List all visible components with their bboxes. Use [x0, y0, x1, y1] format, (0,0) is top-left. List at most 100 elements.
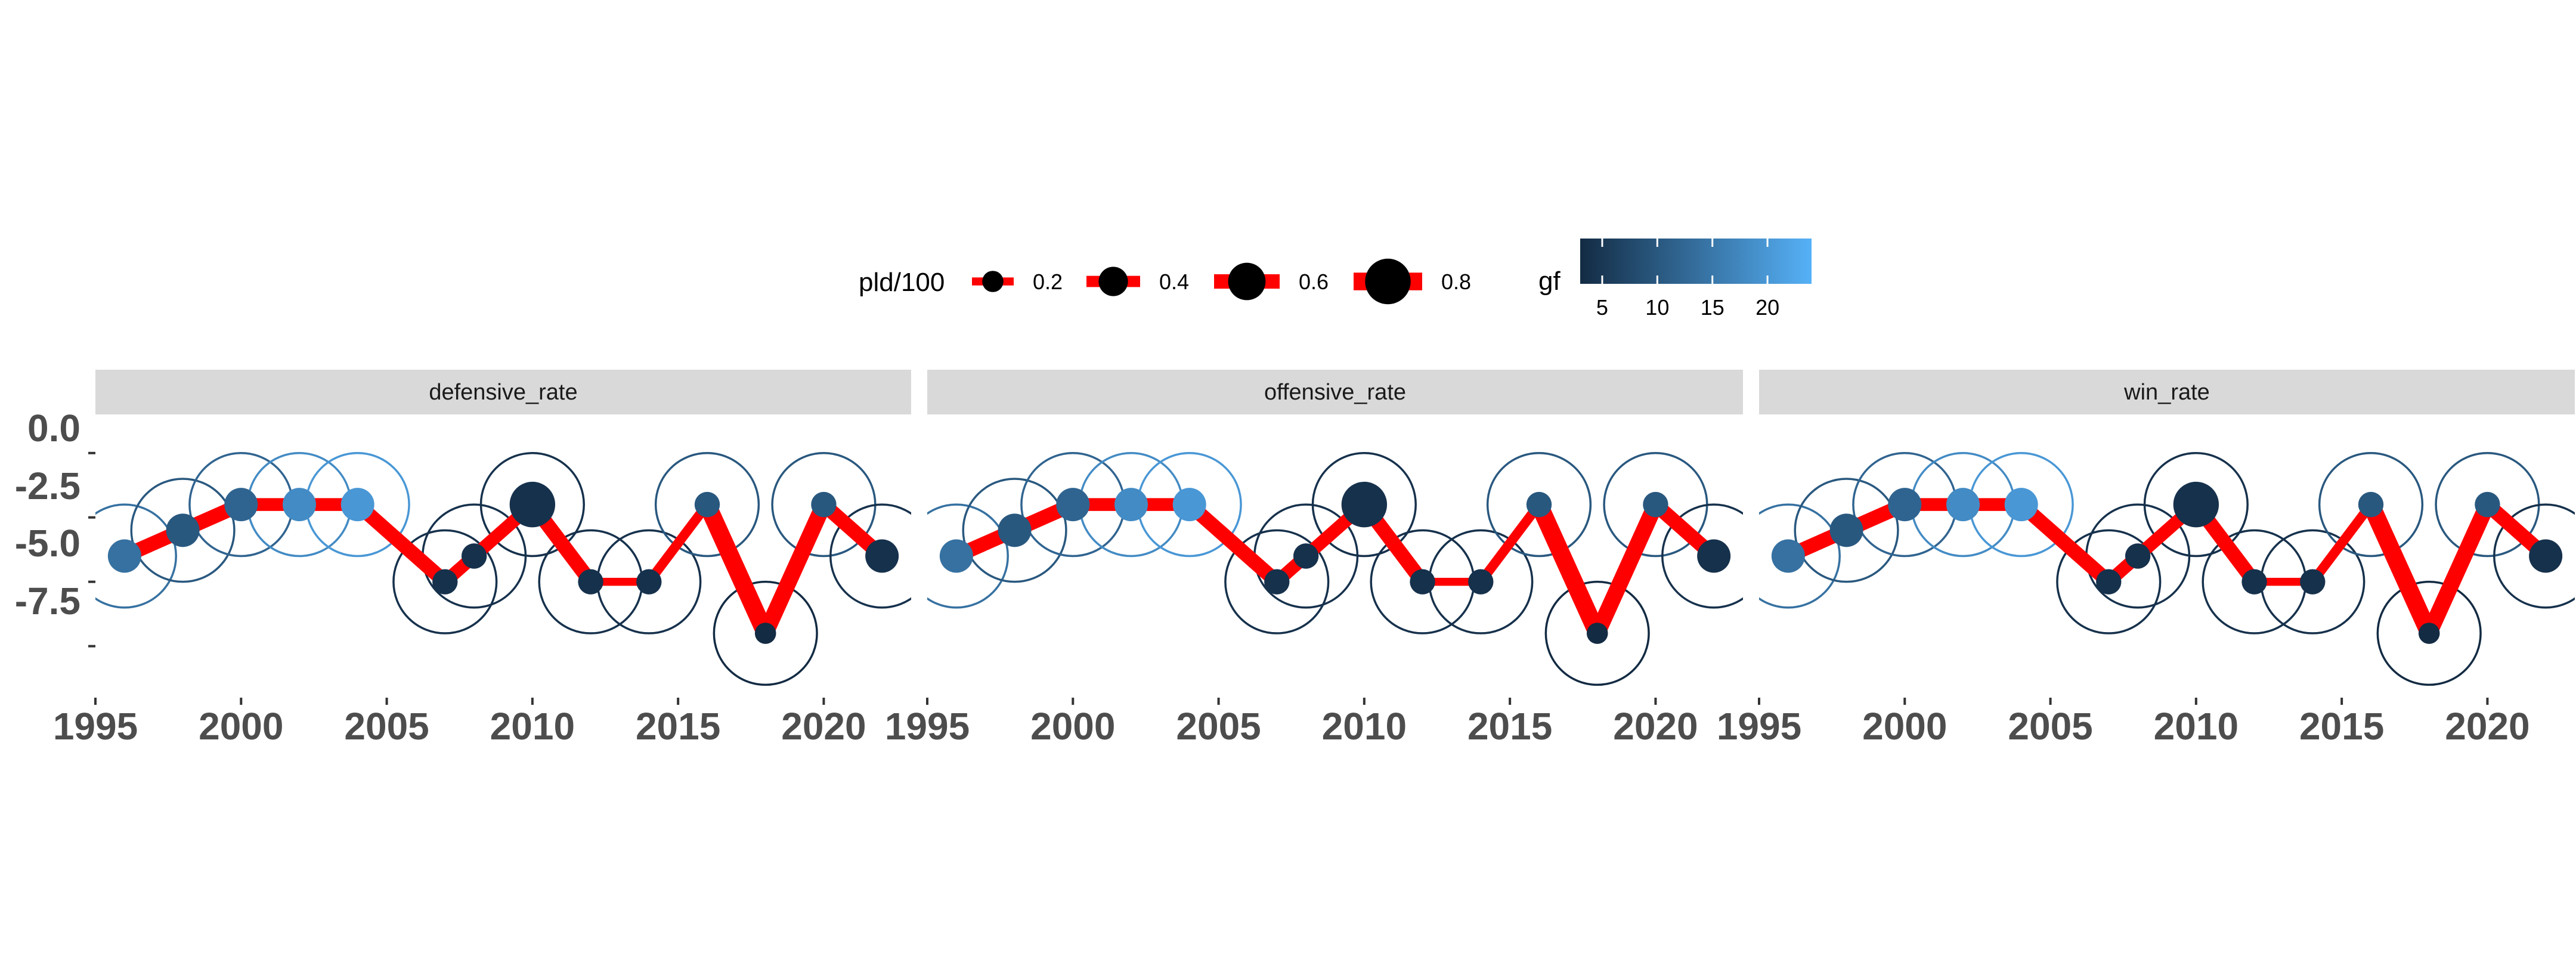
- facet-label-offensive-rate: offensive_rate: [1264, 380, 1406, 405]
- size-legend: pld/100 0.2 0.4 0.6 0.8: [859, 258, 1471, 305]
- ring-win-rate-11: [2376, 580, 2482, 686]
- data-point-win-rate-10: [2358, 491, 2384, 518]
- line-segment-defensive-rate-10: [699, 501, 774, 637]
- x-tick-label-defensive-rate-0: 1995: [53, 705, 138, 748]
- x-axis-offensive-rate: 1995 2000 2005 2010 2015 2020: [885, 698, 1698, 748]
- ring-defensive-rate-5: [392, 529, 498, 634]
- y-tick-label-3: -7.5: [15, 580, 80, 623]
- data-point-win-rate-0: [1771, 539, 1805, 573]
- data-point-win-rate-12: [2475, 491, 2500, 518]
- size-legend-label-0: 0.2: [1033, 270, 1063, 294]
- data-point-offensive-rate-1: [998, 513, 1032, 547]
- color-legend-ticks: 5 10 15 20: [1596, 239, 1779, 320]
- data-point-offensive-rate-6: [1293, 543, 1319, 569]
- x-tick-label-offensive-rate-3: 2010: [1322, 705, 1407, 748]
- y-axis: 0.0 -2.5 -5.0 -7.5: [15, 407, 95, 648]
- ring-offensive-rate-7: [1311, 452, 1417, 558]
- data-point-win-rate-3: [1946, 488, 1980, 522]
- size-legend-point-key-0: [982, 271, 1004, 292]
- line-segment-win-rate-10: [2363, 501, 2438, 637]
- data-point-defensive-rate-11: [754, 623, 776, 644]
- panel-defensive-rate: 1995 2000 2005 2010 2015 2020: [53, 452, 911, 748]
- size-legend-label-1: 0.4: [1159, 270, 1189, 294]
- ring-win-rate-0: [1759, 503, 1841, 609]
- data-point-offensive-rate-9: [1468, 569, 1494, 595]
- color-legend-title: gf: [1538, 267, 1561, 296]
- colorbar-tick-label-1: 10: [1645, 295, 1669, 320]
- y-tick-label-0: 0.0: [27, 407, 80, 450]
- line-segment-defensive-rate-4: [352, 499, 450, 587]
- line-segment-offensive-rate-11: [1590, 501, 1663, 637]
- x-tick-label-offensive-rate-1: 2000: [1030, 705, 1115, 748]
- facet-strip-offensive-rate: [927, 370, 1743, 414]
- color-legend: gf 5 10 15 20: [1538, 239, 1812, 320]
- x-tick-label-offensive-rate-4: 2015: [1467, 705, 1552, 748]
- colorbar-tick-label-2: 15: [1701, 295, 1724, 320]
- data-point-defensive-rate-10: [694, 491, 720, 518]
- data-point-win-rate-1: [1829, 513, 1863, 547]
- panel-offensive-rate: 1995 2000 2005 2010 2015 2020: [885, 452, 1743, 748]
- data-point-offensive-rate-7: [1341, 481, 1388, 528]
- data-point-win-rate-13: [2529, 539, 2563, 573]
- ring-defensive-rate-1: [130, 478, 236, 583]
- data-point-defensive-rate-5: [432, 569, 458, 595]
- ring-offensive-rate-11: [1544, 580, 1650, 686]
- x-axis-win-rate: 1995 2000 2005 2010 2015 2020: [1717, 698, 2530, 748]
- ring-defensive-rate-13: [829, 503, 911, 609]
- data-point-win-rate-2: [1888, 488, 1922, 522]
- size-legend-label-3: 0.8: [1441, 270, 1471, 294]
- line-segment-offensive-rate-4: [1184, 499, 1282, 587]
- x-tick-label-win-rate-5: 2020: [2445, 705, 2529, 748]
- panel-win-rate-plot-area: [1759, 452, 2575, 686]
- ring-defensive-rate-0: [95, 503, 177, 609]
- data-point-offensive-rate-0: [939, 539, 973, 573]
- x-tick-label-win-rate-0: 1995: [1717, 705, 1801, 748]
- size-legend-point-key-1: [1098, 267, 1128, 296]
- x-tick-label-win-rate-1: 2000: [1862, 705, 1947, 748]
- legend: pld/100 0.2 0.4 0.6 0.8 gf 5 10 15 20: [859, 239, 1812, 320]
- size-legend-keys: 0.2 0.4 0.6 0.8: [972, 258, 1471, 305]
- line-segment-win-rate-4: [2016, 499, 2114, 587]
- facet-strips: defensive_rate offensive_rate win_rate: [95, 370, 2575, 414]
- x-tick-label-win-rate-2: 2005: [2008, 705, 2092, 748]
- data-point-defensive-rate-9: [636, 569, 662, 595]
- ring-offensive-rate-13: [1661, 503, 1743, 609]
- data-point-offensive-rate-2: [1056, 488, 1090, 522]
- x-tick-label-defensive-rate-5: 2020: [781, 705, 866, 748]
- data-point-win-rate-11: [2418, 623, 2440, 644]
- data-point-offensive-rate-8: [1410, 569, 1435, 595]
- ring-defensive-rate-7: [479, 452, 585, 558]
- ring-win-rate-7: [2143, 452, 2249, 558]
- x-tick-label-win-rate-3: 2010: [2154, 705, 2238, 748]
- data-point-offensive-rate-13: [1697, 539, 1731, 573]
- data-point-defensive-rate-6: [461, 543, 487, 569]
- ring-win-rate-10: [2318, 452, 2424, 558]
- data-point-win-rate-6: [2125, 543, 2151, 569]
- data-point-defensive-rate-3: [283, 488, 316, 522]
- size-legend-title: pld/100: [859, 268, 945, 297]
- data-point-defensive-rate-1: [166, 513, 200, 547]
- x-tick-label-defensive-rate-2: 2005: [344, 705, 429, 748]
- y-tick-label-2: -5.0: [15, 522, 80, 565]
- ring-defensive-rate-11: [713, 580, 818, 686]
- data-point-offensive-rate-4: [1172, 488, 1206, 522]
- colorbar-tick-label-0: 5: [1596, 295, 1608, 320]
- panel-offensive-rate-plot-area: [927, 452, 1743, 686]
- colorbar-tick-label-3: 20: [1755, 295, 1779, 320]
- facet-strip-defensive-rate: [95, 370, 911, 414]
- panel-win-rate: 1995 2000 2005 2010 2015 2020: [1717, 452, 2575, 748]
- ring-win-rate-5: [2056, 529, 2162, 634]
- x-tick-label-offensive-rate-0: 1995: [885, 705, 970, 748]
- x-tick-label-defensive-rate-4: 2015: [636, 705, 720, 748]
- line-segment-defensive-rate-11: [758, 501, 831, 637]
- x-tick-label-offensive-rate-2: 2005: [1176, 705, 1261, 748]
- data-point-defensive-rate-7: [509, 481, 556, 528]
- data-point-offensive-rate-3: [1114, 488, 1148, 522]
- data-point-defensive-rate-13: [865, 539, 899, 573]
- line-segment-win-rate-11: [2422, 501, 2495, 637]
- x-tick-label-win-rate-4: 2015: [2299, 705, 2384, 748]
- ring-offensive-rate-5: [1224, 529, 1330, 634]
- data-point-defensive-rate-4: [340, 488, 374, 522]
- data-point-win-rate-7: [2173, 481, 2219, 528]
